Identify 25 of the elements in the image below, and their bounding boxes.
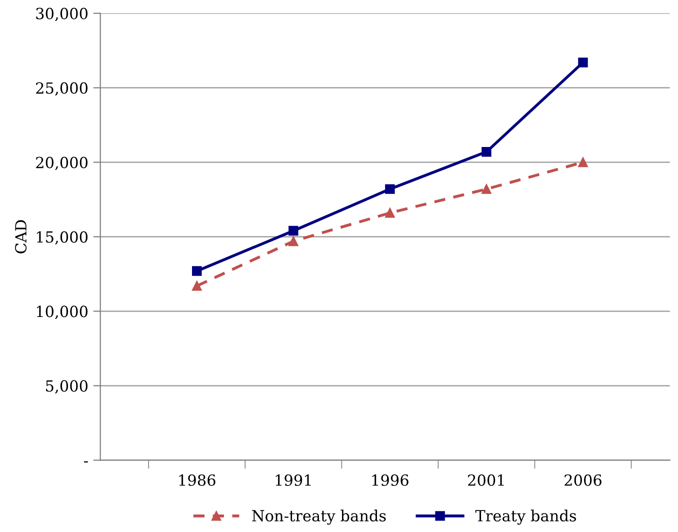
point [578,58,588,68]
x-tick-label: 1996 [372,474,408,486]
point [192,281,202,291]
y-tick-label: 30,000 [36,8,88,22]
y-tick-label: 10,000 [36,306,88,320]
point [482,184,492,194]
legend-label: Treaty bands [475,510,576,525]
point [578,157,588,168]
y-axis-title: CAD [15,220,27,254]
x-tick-label: 1986 [179,474,216,486]
point [482,146,492,157]
x-tick-label: 1991 [276,474,311,486]
y-tick-label: 5,000 [46,380,88,394]
point [288,226,298,236]
y-tick-label: 15,000 [36,231,88,245]
point [385,184,395,194]
point [385,208,395,218]
y-tick-label: 20,000 [36,156,88,170]
legend-label: Non-treaty bands [252,510,386,525]
x-tick-label: 2006 [564,474,602,486]
y-tick-label: 25,000 [36,82,88,96]
y-tick-label: - [84,461,88,462]
point [192,266,202,276]
x-tick-label: 2001 [468,474,504,486]
point [288,236,298,246]
